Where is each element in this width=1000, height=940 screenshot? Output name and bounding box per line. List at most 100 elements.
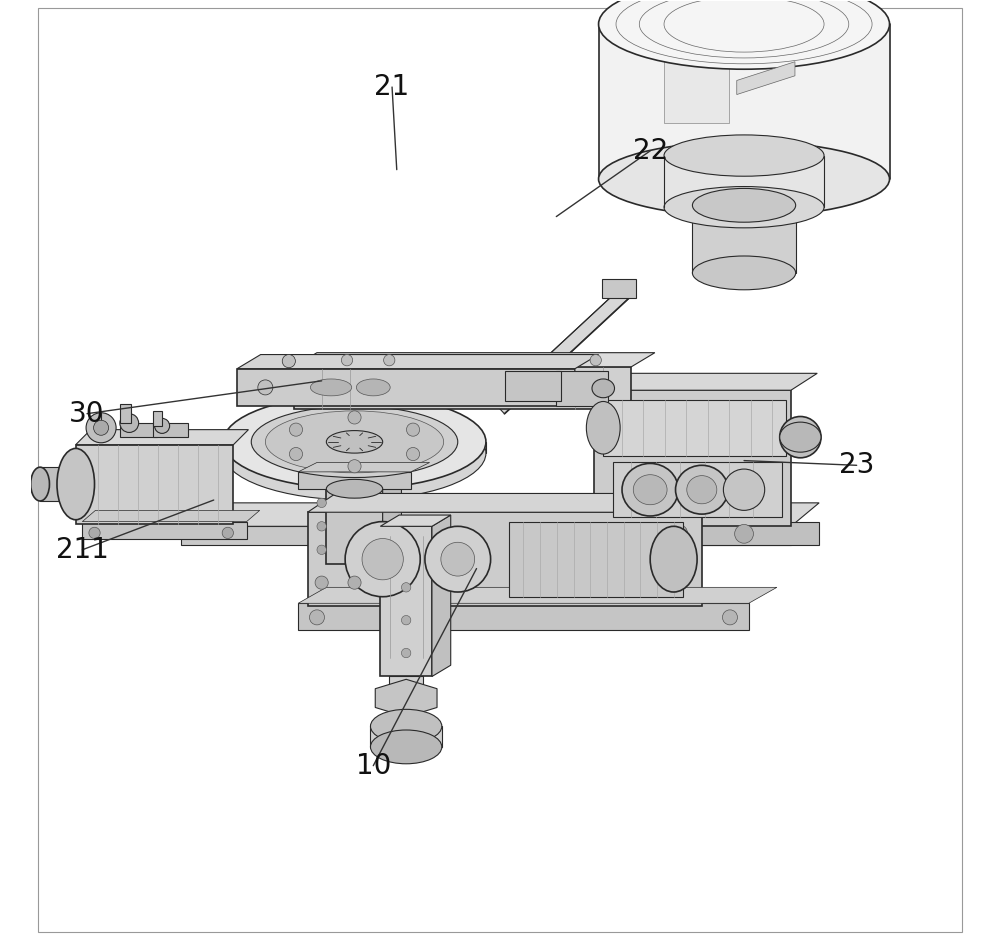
Circle shape (315, 576, 328, 589)
Circle shape (401, 649, 411, 658)
Circle shape (155, 418, 170, 433)
Text: 23: 23 (839, 451, 874, 479)
Bar (380, 526, 432, 677)
Bar (326, 489, 383, 564)
Ellipse shape (687, 476, 717, 504)
Text: 30: 30 (69, 400, 105, 428)
Bar (664, 155, 824, 207)
Bar (692, 205, 796, 273)
Bar (298, 603, 749, 630)
Ellipse shape (633, 475, 667, 505)
Polygon shape (383, 478, 401, 564)
Ellipse shape (676, 465, 728, 514)
Ellipse shape (692, 256, 796, 290)
Polygon shape (599, 24, 890, 179)
Bar (237, 368, 575, 406)
Circle shape (317, 522, 326, 531)
Circle shape (406, 447, 420, 461)
Bar (76, 445, 233, 524)
Bar (602, 279, 636, 298)
Polygon shape (298, 588, 777, 603)
Ellipse shape (599, 142, 890, 216)
Circle shape (317, 498, 326, 508)
Circle shape (669, 525, 688, 543)
Bar (298, 472, 411, 489)
Text: 10: 10 (356, 752, 391, 779)
Circle shape (86, 413, 116, 443)
Text: 211: 211 (56, 536, 109, 564)
Ellipse shape (370, 710, 442, 744)
Circle shape (89, 527, 100, 539)
Bar (556, 370, 608, 406)
Ellipse shape (57, 448, 95, 520)
Circle shape (780, 416, 821, 458)
Ellipse shape (425, 526, 491, 592)
Bar (589, 522, 819, 545)
Circle shape (289, 447, 303, 461)
Ellipse shape (586, 401, 620, 454)
Polygon shape (181, 503, 819, 526)
Text: 22: 22 (633, 137, 668, 164)
Polygon shape (432, 515, 451, 677)
Polygon shape (380, 515, 451, 526)
Circle shape (406, 423, 420, 436)
Bar (120, 404, 131, 423)
Circle shape (289, 423, 303, 436)
Ellipse shape (622, 463, 678, 516)
Polygon shape (664, 39, 729, 123)
Circle shape (222, 527, 233, 539)
Bar (153, 411, 162, 426)
Bar (505, 371, 561, 401)
Bar (613, 462, 782, 517)
Circle shape (590, 354, 601, 366)
Circle shape (309, 610, 324, 625)
Ellipse shape (223, 395, 486, 489)
Ellipse shape (223, 406, 486, 500)
Bar (120, 423, 157, 437)
Ellipse shape (692, 188, 796, 222)
Bar (82, 522, 247, 539)
Ellipse shape (251, 406, 458, 478)
Polygon shape (237, 354, 599, 368)
Ellipse shape (31, 467, 49, 501)
Circle shape (401, 616, 411, 625)
Circle shape (348, 411, 361, 424)
Circle shape (722, 610, 737, 625)
Polygon shape (76, 430, 248, 445)
Ellipse shape (664, 186, 824, 227)
Ellipse shape (599, 0, 890, 70)
Circle shape (735, 525, 753, 543)
Ellipse shape (780, 422, 821, 452)
Circle shape (317, 545, 326, 555)
Circle shape (519, 378, 538, 397)
Ellipse shape (362, 539, 403, 580)
Ellipse shape (310, 379, 352, 396)
Ellipse shape (345, 522, 420, 597)
Ellipse shape (356, 379, 390, 396)
Circle shape (384, 354, 395, 366)
Bar (603, 400, 786, 456)
Circle shape (120, 414, 139, 432)
Circle shape (282, 354, 295, 368)
Circle shape (258, 380, 273, 395)
Ellipse shape (441, 542, 475, 576)
Ellipse shape (664, 135, 824, 176)
Polygon shape (82, 510, 260, 522)
Polygon shape (308, 494, 730, 512)
Polygon shape (181, 526, 791, 545)
Ellipse shape (723, 469, 765, 510)
Circle shape (348, 576, 361, 589)
Bar (308, 512, 702, 606)
Bar (40, 467, 76, 501)
Polygon shape (496, 282, 636, 414)
Circle shape (348, 460, 361, 473)
Bar (594, 390, 791, 526)
Bar (153, 423, 188, 437)
Text: 21: 21 (374, 73, 410, 101)
Polygon shape (298, 462, 430, 472)
Ellipse shape (370, 730, 442, 764)
Ellipse shape (326, 479, 383, 498)
Circle shape (401, 583, 411, 592)
Polygon shape (375, 680, 437, 717)
Polygon shape (737, 62, 795, 95)
